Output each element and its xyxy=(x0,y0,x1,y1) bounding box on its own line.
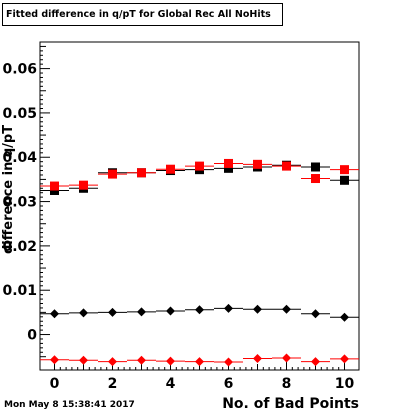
square-point xyxy=(166,164,175,174)
x-axis-label: No. of Bad Points xyxy=(222,396,359,412)
diamond-point xyxy=(224,303,233,313)
diamond-point xyxy=(108,307,117,317)
diamond-point xyxy=(253,353,262,363)
y-tick-label: 0.01 xyxy=(2,283,37,299)
diamond-point xyxy=(340,354,349,364)
square-point xyxy=(137,168,146,178)
x-tick-label: 6 xyxy=(224,376,234,392)
chart-title: Fitted difference in q/pT for Global Rec… xyxy=(2,3,283,26)
y-tick-label: 0.04 xyxy=(2,150,37,166)
square-point xyxy=(224,158,233,168)
diamond-point xyxy=(195,305,204,315)
diamond-point xyxy=(137,355,146,365)
series-3 xyxy=(40,353,359,367)
diamond-point xyxy=(50,309,59,319)
square-point xyxy=(340,165,349,175)
square-point xyxy=(311,174,320,184)
square-point xyxy=(282,161,291,171)
diamond-point xyxy=(311,309,320,319)
y-axis-label: difference in q/pT xyxy=(1,124,16,254)
diamond-point xyxy=(282,353,291,363)
square-point xyxy=(195,161,204,171)
plot-frame xyxy=(39,41,360,371)
square-point xyxy=(79,180,88,190)
y-tick-label: 0.02 xyxy=(2,239,37,255)
diamond-point xyxy=(224,357,233,367)
diamond-point xyxy=(50,355,59,365)
x-tick-label: 2 xyxy=(108,376,118,392)
diamond-point xyxy=(282,304,291,314)
axes: 0 2 4 6 8 10 0 0.01 0.02 0.03 0.04 0.05 0.06 xyxy=(2,45,355,392)
x-tick-label: 4 xyxy=(166,376,176,392)
square-point xyxy=(224,163,233,173)
square-point xyxy=(340,175,349,185)
diamond-point xyxy=(311,357,320,367)
square-point xyxy=(253,159,262,169)
y-tick-label: 0.03 xyxy=(2,195,37,211)
diamond-point xyxy=(137,307,146,317)
timestamp: Mon May 8 15:38:41 2017 xyxy=(4,400,135,410)
y-tick-label: 0.05 xyxy=(2,106,37,122)
square-point xyxy=(50,181,59,191)
x-tick-label: 0 xyxy=(50,376,60,392)
diamond-point xyxy=(340,312,349,322)
x-tick-label: 10 xyxy=(335,376,355,392)
square-point xyxy=(311,162,320,172)
y-tick-label: 0 xyxy=(27,328,37,344)
y-tick-label: 0.06 xyxy=(2,62,37,78)
diamond-point xyxy=(108,357,117,367)
series-1 xyxy=(40,158,359,191)
series-2 xyxy=(40,303,359,322)
diamond-point xyxy=(166,306,175,316)
diamond-point xyxy=(195,357,204,367)
diamond-point xyxy=(79,308,88,318)
diamond-point xyxy=(253,304,262,314)
square-point xyxy=(108,169,117,179)
x-tick-label: 8 xyxy=(282,376,292,392)
data-marks xyxy=(40,158,359,367)
diamond-point xyxy=(79,355,88,365)
diamond-point xyxy=(166,356,175,366)
